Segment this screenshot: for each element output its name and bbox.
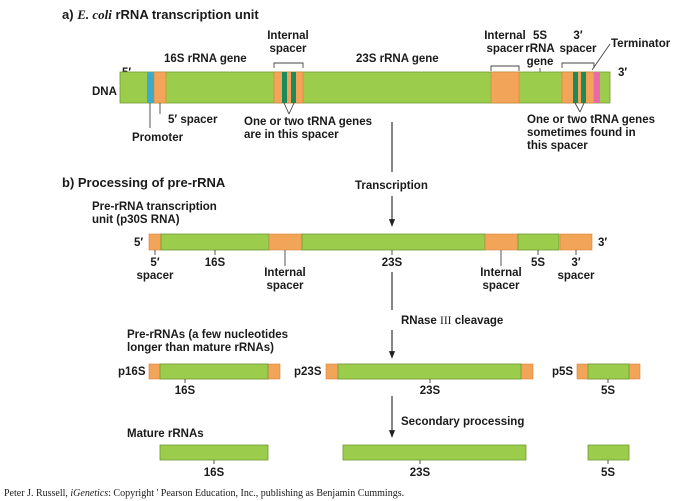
p30s-5s-label: 5S bbox=[531, 257, 545, 269]
trna-note-2-l3: this spacer bbox=[527, 140, 588, 152]
terminator-region bbox=[594, 72, 600, 103]
section-a-title: a) E. coli rRNA transcription unit bbox=[62, 7, 259, 22]
trna-gene-1 bbox=[282, 72, 287, 103]
p30s-internal-spacer-2 bbox=[484, 233, 519, 251]
mature-16s-label: 16S bbox=[204, 467, 225, 479]
p30s-spacer-3-l1: 3′ bbox=[571, 257, 580, 269]
p30s-internal-spacer-1 bbox=[268, 233, 303, 251]
internal-spacer-1-label-l2: spacer bbox=[269, 43, 307, 55]
internal-spacer-1-label-l1: Internal bbox=[267, 30, 309, 42]
gene-16s-label: 16S rRNA gene bbox=[164, 53, 247, 65]
dna-bar bbox=[119, 71, 611, 104]
p23s-core bbox=[337, 363, 522, 380]
p30s-five-prime: 5′ bbox=[134, 237, 143, 249]
spacer-3-label-l1: 3′ bbox=[573, 30, 582, 42]
p30s-16s bbox=[160, 233, 270, 251]
p5s-label: p5S bbox=[552, 366, 573, 378]
mature-label: Mature rRNAs bbox=[127, 428, 204, 440]
pre-rrna-unit-l2: unit (p30S RNA) bbox=[92, 214, 180, 226]
internal-spacer-2-label-l2: spacer bbox=[486, 43, 524, 55]
trna-leader-2 bbox=[574, 102, 585, 113]
pre-rrna-unit-l1: Pre-rRNA transcription bbox=[92, 201, 217, 213]
trna-note-2-l1: One or two tRNA genes bbox=[527, 114, 655, 126]
dna-label: DNA bbox=[92, 86, 117, 98]
transcription-label: Transcription bbox=[355, 180, 428, 192]
trna-gene-4 bbox=[581, 72, 586, 103]
trna-gene-3 bbox=[573, 72, 578, 103]
p30s-three-prime: 3′ bbox=[598, 237, 607, 249]
mature-23s-bar bbox=[342, 444, 527, 461]
p30s-23s-label: 23S bbox=[382, 257, 403, 269]
terminator-leader bbox=[591, 43, 611, 71]
p30s-16s-label: 16S bbox=[205, 257, 226, 269]
mature-5s-bar bbox=[587, 444, 630, 461]
pre-5s-label: 5S bbox=[601, 385, 615, 397]
section-b-title: b) Processing of pre-rRNA bbox=[62, 175, 226, 190]
p30s-internal-spacer-2-l2: spacer bbox=[482, 280, 520, 292]
p30s-spacer-3 bbox=[559, 233, 593, 251]
pre-16s-label: 16S bbox=[175, 385, 196, 397]
rnase-label: RNase III cleavage bbox=[401, 315, 503, 327]
p16s-core bbox=[159, 363, 269, 380]
terminator-label: Terminator bbox=[611, 38, 671, 50]
gene-23s-label: 23S rRNA gene bbox=[356, 53, 439, 65]
internal-spacer-2-bracket bbox=[490, 65, 520, 71]
pre-rrnas-l1: Pre-rRNAs (a few nucleotides bbox=[127, 329, 288, 341]
p23s-label: p23S bbox=[294, 366, 322, 378]
gene-5s-label-l3: gene bbox=[527, 56, 554, 68]
trna-note-1-l1: One or two tRNA genes bbox=[244, 116, 372, 128]
p30s-internal-spacer-1-l1: Internal bbox=[264, 267, 306, 279]
spacer-3-label-l2: spacer bbox=[559, 43, 597, 55]
dna-three-prime: 3′ bbox=[618, 67, 627, 79]
credit-line: Peter J. Russell, iGenetics: Copyright '… bbox=[4, 488, 404, 499]
promoter-label: Promoter bbox=[132, 132, 184, 144]
internal-spacer-2-label-l1: Internal bbox=[484, 30, 526, 42]
trna-note-1-l2: are in this spacer bbox=[244, 129, 339, 141]
internal-spacer-2-region bbox=[490, 71, 520, 104]
pre-23s-label: 23S bbox=[420, 385, 441, 397]
p30s-internal-spacer-1-l2: spacer bbox=[266, 280, 304, 292]
spacer-5-label: 5′ spacer bbox=[168, 114, 218, 126]
gene-5s-label-l2: rRNA bbox=[525, 43, 554, 55]
spacer-3-bracket bbox=[561, 62, 595, 68]
trna-leader-1 bbox=[283, 102, 295, 115]
p30s-5s bbox=[517, 233, 560, 251]
promoter-region bbox=[147, 72, 154, 103]
internal-spacer-1-region bbox=[273, 71, 304, 104]
mature-5s-label: 5S bbox=[601, 467, 615, 479]
mature-23s-label: 23S bbox=[410, 467, 431, 479]
internal-spacer-1-bracket bbox=[273, 62, 304, 68]
trna-gene-2 bbox=[291, 72, 296, 103]
mature-16s-bar bbox=[159, 444, 269, 461]
gene-5s-label-l1: 5S bbox=[533, 30, 547, 42]
pre-rrnas-l2: longer than mature rRNAs) bbox=[127, 342, 274, 354]
p30s-spacer-3-l2: spacer bbox=[557, 270, 595, 282]
p5s-core bbox=[587, 363, 630, 380]
p30s-23s bbox=[301, 233, 486, 251]
p30s-spacer-5 bbox=[148, 233, 162, 251]
p16s-label: p16S bbox=[118, 366, 146, 378]
p30s-internal-spacer-2-l1: Internal bbox=[480, 267, 522, 279]
p30s-spacer-5-l1: 5′ bbox=[150, 257, 159, 269]
trna-note-2-l2: sometimes found in bbox=[527, 127, 636, 139]
spacer-5-region bbox=[153, 71, 167, 104]
secondary-label: Secondary processing bbox=[401, 416, 524, 428]
p30s-spacer-5-l2: spacer bbox=[136, 270, 174, 282]
